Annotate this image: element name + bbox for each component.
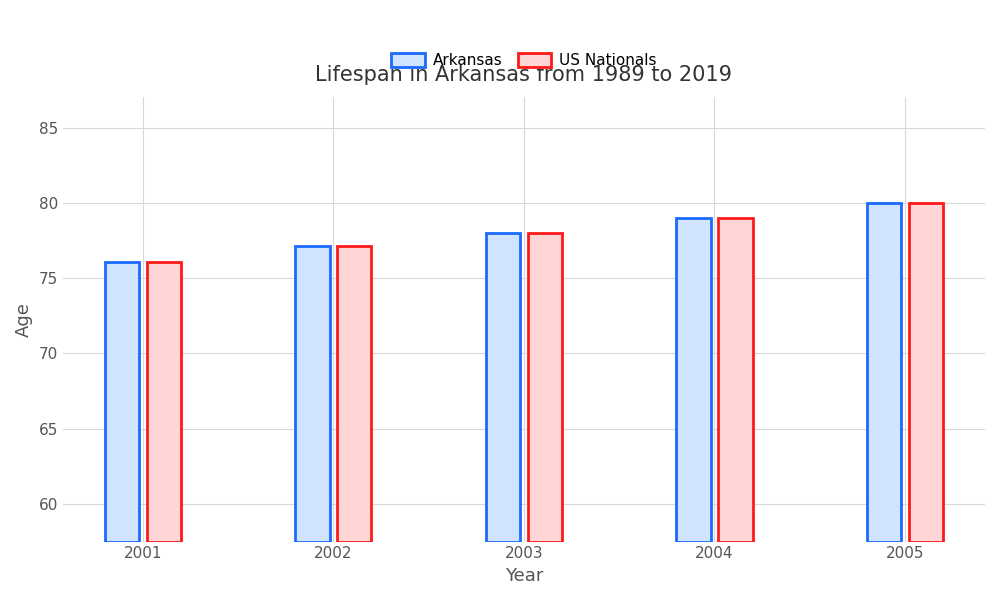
Title: Lifespan in Arkansas from 1989 to 2019: Lifespan in Arkansas from 1989 to 2019 [315, 65, 732, 85]
Bar [676, 218, 711, 542]
Legend: Arkansas, US Nationals: Arkansas, US Nationals [385, 47, 663, 74]
Bar [528, 233, 562, 542]
Bar [147, 262, 181, 542]
Bar [718, 218, 753, 542]
Bar [295, 247, 330, 542]
Bar [486, 233, 520, 542]
X-axis label: Year: Year [505, 567, 543, 585]
Bar [867, 203, 901, 542]
Bar [105, 262, 139, 542]
Y-axis label: Age: Age [15, 302, 33, 337]
Bar [909, 203, 943, 542]
Bar [337, 247, 371, 542]
